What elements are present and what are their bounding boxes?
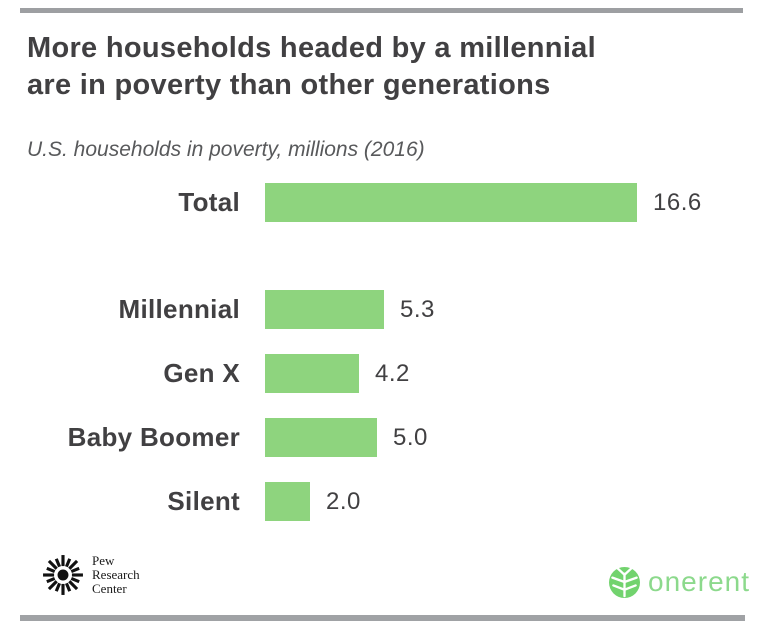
pew-logo-line-1: Pew	[92, 553, 115, 568]
value-label: 2.0	[326, 487, 361, 515]
category-label: Total	[178, 187, 240, 217]
category-label: Silent	[167, 486, 240, 516]
bar	[265, 482, 310, 521]
footer: Pew Research Center onerent	[0, 548, 777, 608]
bar	[265, 183, 637, 222]
chart-title: More households headed by a millennial ar…	[27, 30, 747, 104]
pew-logo-line-3: Center	[92, 581, 127, 596]
chart-title-line-2: are in poverty than other generations	[27, 69, 551, 101]
chart-title-line-1: More households headed by a millennial	[27, 32, 596, 64]
value-label: 16.6	[653, 188, 702, 216]
chart-row-gen-x: Gen X 4.2	[0, 354, 777, 393]
chart-row-silent: Silent 2.0	[0, 482, 777, 521]
top-divider	[20, 8, 743, 13]
pew-research-center-logo: Pew Research Center	[42, 554, 140, 596]
bar	[265, 290, 384, 329]
pew-logo-line-2: Research	[92, 567, 140, 582]
bar	[265, 354, 359, 393]
category-label: Gen X	[163, 358, 240, 388]
value-label: 5.3	[400, 295, 435, 323]
chart-row-total: Total 16.6	[0, 183, 777, 222]
pew-sunburst-icon	[43, 555, 83, 595]
category-label: Baby Boomer	[67, 422, 240, 452]
value-label: 4.2	[375, 359, 410, 387]
bottom-divider	[20, 615, 745, 621]
onerent-logo-text: onerent	[648, 566, 750, 597]
chart-row-baby-boomer: Baby Boomer 5.0	[0, 418, 777, 457]
category-label: Millennial	[118, 294, 240, 324]
chart-row-millennial: Millennial 5.3	[0, 290, 777, 329]
value-label: 5.0	[393, 423, 428, 451]
bar-chart: Total 16.6 Millennial 5.3 Gen X 4.2 Baby Boome…	[0, 183, 777, 521]
pew-logo-text: Pew Research Center	[92, 554, 140, 596]
onerent-logo: onerent	[609, 566, 750, 598]
chart-subtitle: U.S. households in poverty, millions (20…	[27, 138, 425, 161]
bar	[265, 418, 377, 457]
onerent-leaf-icon	[609, 566, 641, 598]
